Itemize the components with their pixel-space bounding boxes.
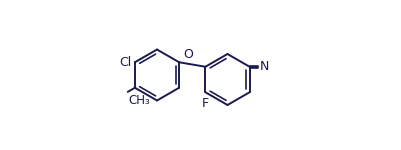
Text: O: O — [183, 48, 193, 61]
Text: CH₃: CH₃ — [129, 94, 150, 107]
Text: Cl: Cl — [119, 56, 132, 69]
Text: F: F — [202, 97, 209, 110]
Text: N: N — [260, 60, 269, 73]
